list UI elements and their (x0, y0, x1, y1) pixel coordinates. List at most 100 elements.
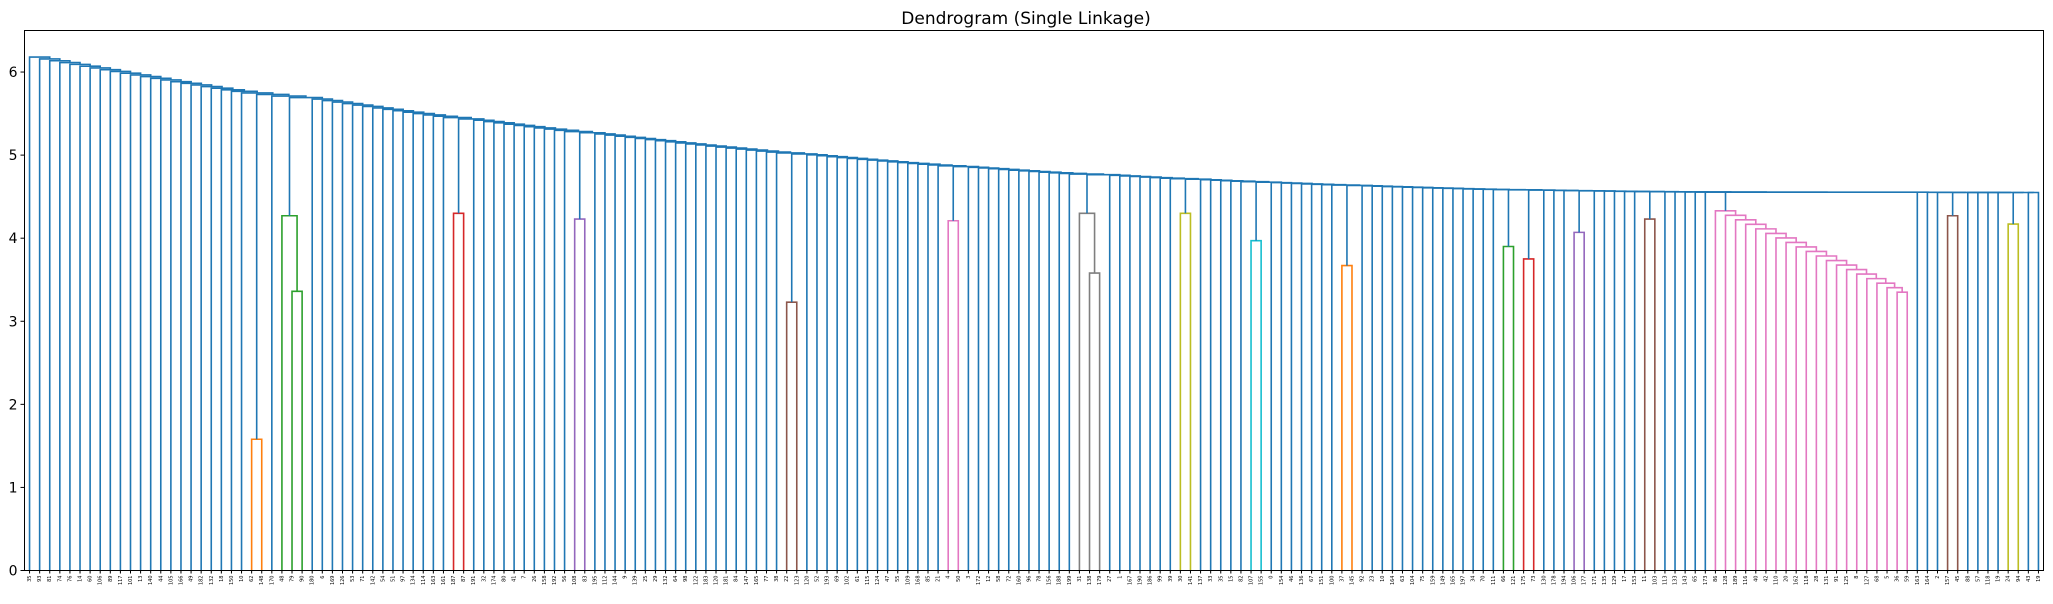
leaf-label: 186 (1148, 576, 1154, 586)
dendrogram-link (1613, 190, 1638, 571)
leaf-label: 96 (1026, 576, 1032, 582)
dendrogram-link (695, 144, 717, 571)
dendrogram-link (1876, 282, 1896, 571)
leaf-label: 162 (1794, 576, 1800, 586)
dendrogram-link (99, 68, 122, 571)
leaf-label: 22 (784, 576, 790, 582)
plot-frame (24, 30, 2044, 571)
dendrogram-link (200, 85, 223, 571)
chart-title: Dendrogram (Single Linkage) (901, 9, 1150, 29)
leaf-label: 164 (1925, 576, 1931, 586)
leaf-label: 54 (380, 576, 386, 582)
leaf-label: 125 (1844, 576, 1850, 586)
leaf-label: 25 (643, 576, 649, 582)
dendrogram-link (594, 133, 616, 571)
leaf-label: 145 (1349, 576, 1355, 586)
leaf-label: 23 (1370, 576, 1376, 582)
dendrogram-link (1649, 190, 1679, 220)
leaf-label: 171 (1592, 576, 1598, 586)
leaf-label: 79 (290, 576, 296, 582)
leaf-label: 3 (966, 576, 972, 579)
dendrogram-link (1805, 250, 1828, 571)
dendrogram-link (432, 115, 459, 571)
leaf-label: 183 (703, 576, 709, 586)
leaf-label: 57 (1975, 576, 1981, 582)
dendrogram-link (987, 167, 1010, 571)
dendrogram-link (533, 127, 557, 571)
leaf-label: 35 (1218, 576, 1224, 582)
dendrogram-link (1633, 190, 1665, 571)
dendrogram-link (1578, 190, 1606, 233)
dendrogram-link (1018, 170, 1041, 571)
dendrogram-link (1507, 189, 1543, 247)
dendrogram-link (1184, 178, 1212, 214)
dendrogram-link (1573, 231, 1585, 571)
leaf-label: 153 (1632, 576, 1638, 586)
dendrogram-link (745, 149, 769, 571)
leaf-label: 12 (986, 576, 992, 582)
leaf-label: 80 (502, 576, 508, 582)
dendrogram-link (442, 116, 473, 571)
leaf-label: 104 (1410, 576, 1416, 586)
leaf-label: 155 (1259, 576, 1265, 586)
leaf-label: 6 (320, 576, 326, 579)
dendrogram-link (1452, 187, 1475, 571)
leaf-label: 121 (1511, 576, 1517, 586)
leaf-label: 56 (562, 576, 568, 582)
leaf-label: 88 (1965, 576, 1971, 582)
leaf-label: 157 (1945, 576, 1951, 586)
dendrogram-link (644, 138, 667, 571)
leaf-label: 164 (1390, 576, 1396, 586)
leaf-label: 68 (1874, 576, 1880, 582)
dendrogram-link (250, 438, 263, 571)
leaf-label: 143 (1683, 576, 1689, 586)
leaf-label: 111 (1491, 576, 1497, 586)
leaf-label: 151 (1319, 576, 1325, 586)
dendrogram-link (1714, 209, 1737, 571)
leaf-label: 190 (1137, 576, 1143, 586)
dendrogram-link (1341, 264, 1353, 571)
leaf-label: 120 (714, 576, 720, 586)
dendrogram-link (947, 219, 960, 571)
leaf-label: 65 (1693, 576, 1699, 582)
leaf-label: 26 (532, 576, 538, 582)
dendrogram-link (543, 128, 568, 571)
leaf-label: 19 (1996, 576, 2002, 582)
dendrogram-link (371, 107, 394, 571)
leaf-label: 195 (592, 576, 598, 586)
x-axis: 35 93 81 74 76 14 60 106 89 117 101 13 140 44 105 166 49… (27, 570, 2042, 586)
y-tick-label: 1 (9, 480, 18, 496)
leaf-label: 189 (1733, 576, 1739, 586)
leaf-label: 62 (249, 576, 255, 582)
dendrogram-link (1835, 264, 1858, 571)
leaf-label: 132 (209, 576, 215, 586)
leaf-label: 138 (1087, 576, 1093, 586)
dendrogram-link (952, 165, 980, 221)
dendrogram-link (149, 77, 172, 571)
leaf-label: 117 (118, 576, 124, 586)
leaf-label: 77 (764, 576, 770, 582)
leaf-label: 89 (108, 576, 114, 582)
leaf-label: 21 (936, 576, 942, 582)
dendrogram-links (28, 56, 2040, 571)
y-tick-label: 3 (9, 314, 18, 330)
dendrogram-link (1886, 286, 1903, 571)
dendrogram-link (1795, 246, 1818, 571)
dendrogram-link (907, 162, 930, 571)
dendrogram-link (967, 166, 990, 571)
leaf-label: 109 (905, 576, 911, 586)
leaf-label: 50 (956, 576, 962, 582)
leaf-label: 126 (340, 576, 346, 586)
dendrogram-link (452, 212, 465, 571)
dendrogram-link (1951, 191, 1979, 216)
leaf-label: 108 (572, 576, 578, 586)
leaf-label: 130 (1541, 576, 1547, 586)
leaf-label: 156 (1047, 576, 1053, 586)
dendrogram-link (1250, 239, 1262, 571)
leaf-label: 148 (259, 576, 265, 586)
leaf-label: 192 (552, 576, 558, 586)
dendrogram-link (1724, 191, 1930, 211)
dendrogram-link (578, 131, 606, 220)
leaf-label: 187 (451, 576, 457, 586)
